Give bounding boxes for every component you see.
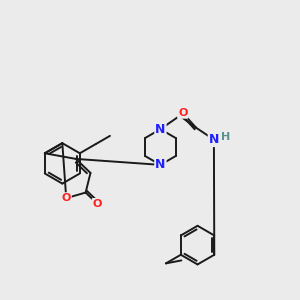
Text: H: H [221,132,230,142]
Text: O: O [61,193,71,203]
Text: N: N [155,158,166,171]
Text: O: O [93,199,102,209]
Text: N: N [209,133,219,146]
Text: O: O [178,108,188,118]
Text: N: N [155,123,166,136]
